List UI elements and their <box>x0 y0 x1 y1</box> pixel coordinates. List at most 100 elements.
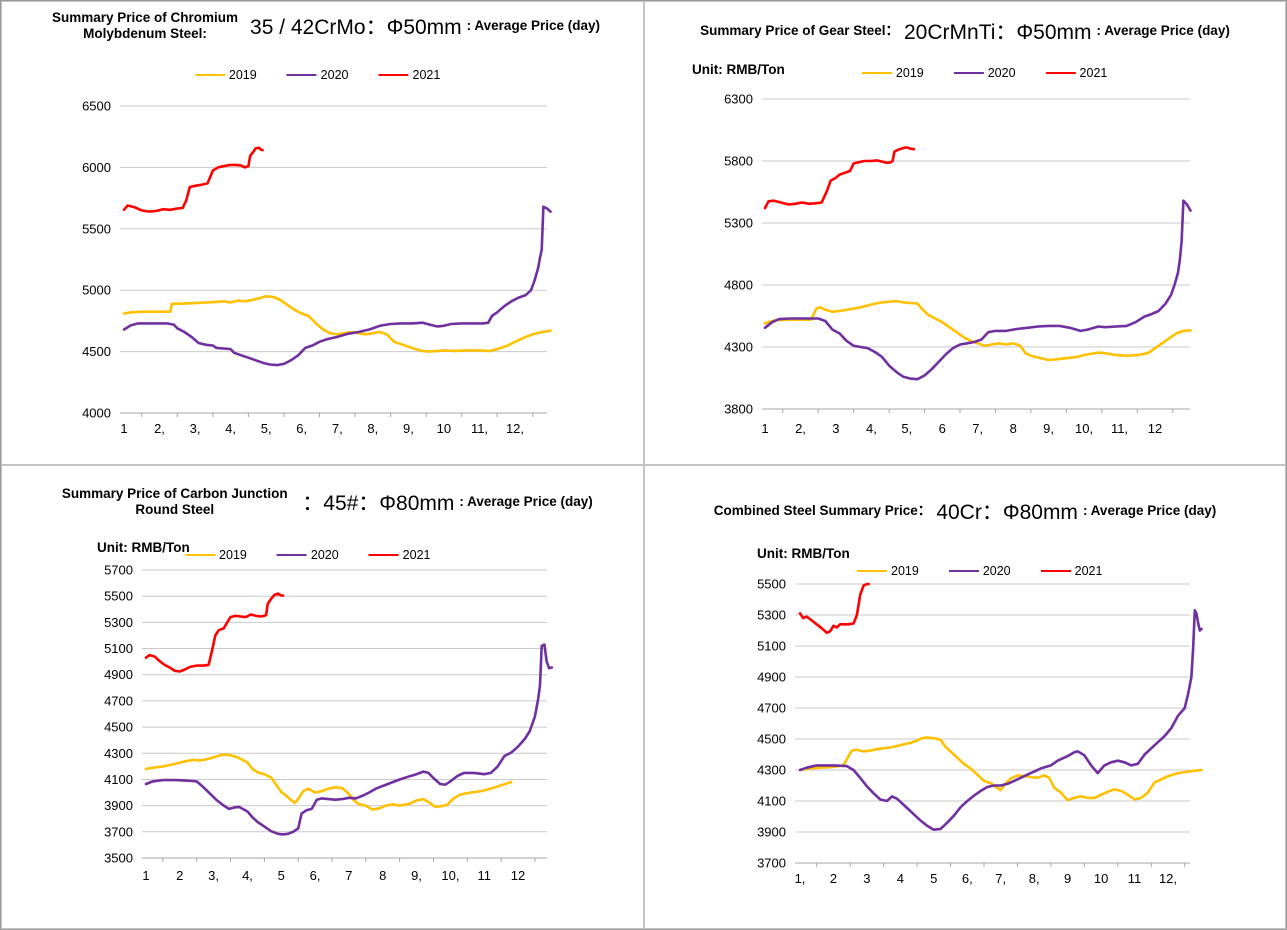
x-axis-tick-label: 9 <box>1064 871 1071 886</box>
legend-item-2020: 2020 <box>953 66 1016 80</box>
y-axis-tick-label: 6500 <box>82 99 111 114</box>
y-axis-tick-label: 5300 <box>724 216 753 231</box>
series-line-2019 <box>144 753 513 811</box>
legend-line-icon <box>948 570 979 572</box>
x-axis-tick-label: 2, <box>795 421 806 436</box>
series-line-2020 <box>798 609 1203 832</box>
y-axis-tick-label: 4500 <box>104 720 133 735</box>
chart-title-prefix: Summary Price of Gear Steel： <box>700 23 899 39</box>
x-axis-tick-label: 1, <box>795 871 806 886</box>
series-line-2020 <box>122 205 552 367</box>
y-axis-tick-label: 6300 <box>724 92 753 107</box>
y-axis-tick-label: 4700 <box>757 701 786 716</box>
legend-item-2020: 2020 <box>276 548 339 562</box>
chart-panel-gear-steel: Summary Price of Gear Steel： 20CrMnTi：Φ5… <box>644 1 1286 465</box>
x-axis-tick-label: 12, <box>1159 871 1177 886</box>
unit-label: Unit: RMB/Ton <box>757 546 850 561</box>
y-axis-tick-label: 3700 <box>104 824 133 839</box>
unit-label: Unit: RMB/Ton <box>97 540 190 555</box>
chart-title-suffix: : Average Price (day) <box>466 17 600 33</box>
legend-item-2021: 2021 <box>368 548 431 562</box>
x-axis-tick-label: 7, <box>995 871 1006 886</box>
x-axis-tick-label: 11 <box>477 868 491 883</box>
x-axis-tick-label: 6, <box>310 868 321 883</box>
chart-title: Combined Steel Summary Price： 40Cr：Φ80mm… <box>645 496 1285 526</box>
legend-item-2019: 2019 <box>185 548 247 562</box>
x-axis-tick-label: 12 <box>511 868 525 883</box>
series-line-2021 <box>798 582 870 635</box>
chart-title-suffix: : Average Price (day) <box>459 493 593 509</box>
y-axis-tick-label: 5500 <box>757 577 786 592</box>
x-axis-tick-label: 10, <box>441 868 459 883</box>
x-axis-tick-label: 3, <box>208 868 219 883</box>
chart-title: Summary Price of Gear Steel： 20CrMnTi：Φ5… <box>645 16 1285 46</box>
y-axis-tick-label: 6000 <box>82 160 111 175</box>
chart-title-spec: ：45#：Φ80mm <box>302 491 455 515</box>
y-axis-tick-label: 3700 <box>757 856 786 871</box>
series-line-2020 <box>763 199 1192 381</box>
series-line-2021 <box>144 592 285 673</box>
legend-item-2021: 2021 <box>1045 66 1108 80</box>
legend-label: 2020 <box>310 548 339 562</box>
chart-title-spec: 20CrMnTi：Φ50mm <box>904 21 1092 44</box>
legend-label: 2021 <box>402 548 431 562</box>
legend-item-2021: 2021 <box>1040 564 1102 578</box>
x-axis-tick-label: 12, <box>506 421 524 436</box>
x-axis-tick-label: 8, <box>367 421 378 436</box>
y-axis-tick-label: 4900 <box>104 667 133 682</box>
chart-panel-carbon-junction-round-steel: Summary Price of Carbon Junction Round S… <box>1 465 644 929</box>
x-axis-tick-label: 9, <box>1043 421 1054 436</box>
x-axis-tick-label: 10 <box>437 421 451 436</box>
x-axis-tick-label: 4, <box>866 421 877 436</box>
chart-title: Summary Price of Chromium Molybdenum Ste… <box>2 10 643 41</box>
x-axis-tick-label: 3 <box>832 421 839 436</box>
y-axis-tick-label: 4300 <box>104 746 133 761</box>
chart-legend: 2019 2020 2021 <box>194 68 440 82</box>
x-axis-tick-label: 7, <box>332 421 343 436</box>
legend-line-icon <box>286 74 317 76</box>
legend-line-icon <box>1040 570 1071 572</box>
legend-item-2020: 2020 <box>286 68 348 82</box>
x-axis-tick-label: 9, <box>411 868 422 883</box>
y-axis-tick-label: 4000 <box>82 406 111 421</box>
y-axis-tick-label: 4100 <box>757 794 786 809</box>
y-axis-tick-label: 4300 <box>724 340 753 355</box>
x-axis-tick-label: 12 <box>1148 421 1162 436</box>
legend-item-2019: 2019 <box>194 68 257 82</box>
x-axis-tick-label: 9, <box>403 421 414 436</box>
chart-title-prefix: Combined Steel Summary Price： <box>713 503 932 519</box>
y-axis-tick-label: 5700 <box>104 563 133 578</box>
series-line-2019 <box>122 294 552 353</box>
legend-item-2021: 2021 <box>378 68 440 82</box>
chart-panel-chromium-molybdenum-steel: Summary Price of Chromium Molybdenum Ste… <box>1 1 644 465</box>
series-line-2020 <box>144 643 554 836</box>
legend-line-icon <box>368 554 399 556</box>
legend-item-2020: 2020 <box>948 564 1011 578</box>
x-axis-tick-label: 6 <box>939 421 946 436</box>
chart-title-spec: 40Cr：Φ80mm <box>936 501 1078 524</box>
x-axis-tick-label: 8 <box>1010 421 1017 436</box>
legend-line-icon <box>861 72 892 74</box>
legend-label: 2019 <box>895 66 924 80</box>
y-axis-tick-label: 5100 <box>104 641 133 656</box>
chart-legend: 2019 2020 2021 <box>861 66 1108 80</box>
x-axis-tick-label: 5, <box>261 421 272 436</box>
legend-label: 2021 <box>1079 66 1108 80</box>
y-axis-tick-label: 4800 <box>724 278 753 293</box>
x-axis-tick-label: 2 <box>830 871 837 886</box>
legend-label: 2019 <box>891 564 919 578</box>
x-axis-tick-label: 11, <box>471 421 488 436</box>
y-axis-tick-label: 5500 <box>104 589 133 604</box>
series-line-2021 <box>122 146 264 213</box>
chart-title-prefix: Summary Price of Chromium Molybdenum Ste… <box>51 10 239 41</box>
x-axis-tick-label: 1 <box>142 868 149 883</box>
chart-title-suffix: : Average Price (day) <box>1096 23 1230 39</box>
chart-legend: 2019 2020 2021 <box>185 548 430 562</box>
chart-title-suffix: : Average Price (day) <box>1082 503 1217 519</box>
series-line-2021 <box>763 146 916 210</box>
x-axis-tick-label: 7, <box>972 421 983 436</box>
legend-line-icon <box>953 72 984 74</box>
